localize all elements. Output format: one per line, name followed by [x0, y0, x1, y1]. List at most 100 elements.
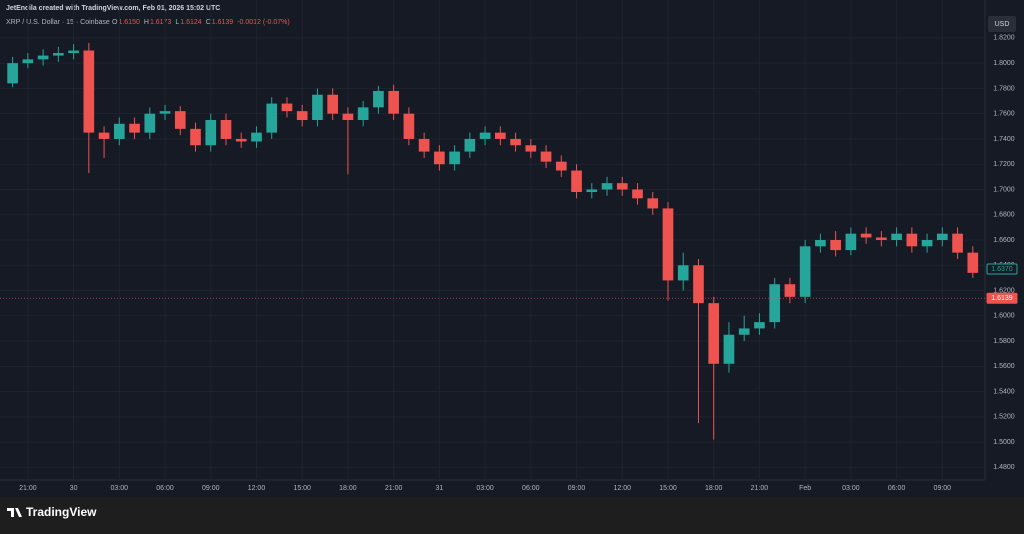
y-tick-label: 1.6200 [993, 287, 1015, 294]
y-tick-label: 1.5600 [993, 363, 1015, 370]
y-tick-label: 1.7000 [993, 186, 1015, 193]
candle-body [373, 90, 384, 108]
candle-body [738, 328, 750, 335]
symbol: XRP / U.S. Dollar · 15 · Coinbase [6, 19, 110, 26]
y-tick-label: 1.4800 [993, 464, 1015, 471]
candle-body [479, 132, 491, 139]
ohlc-key: H [144, 19, 149, 26]
candle-body [647, 198, 659, 209]
candle-body [312, 94, 323, 120]
candle-body [495, 132, 506, 139]
x-tick-label: 18:00 [705, 485, 723, 492]
x-tick-label: 15:00 [659, 485, 677, 492]
candle-body [708, 303, 720, 364]
candle-body [37, 55, 49, 60]
candle-body [586, 189, 598, 192]
x-tick-label: 12:00 [613, 485, 631, 492]
candle-body [876, 237, 887, 240]
candle-body [449, 151, 460, 165]
brand: TradingView [26, 505, 97, 519]
candle-body [799, 246, 811, 297]
candle-body [830, 240, 841, 251]
candle-body [388, 90, 399, 114]
candle-body [906, 233, 918, 247]
candle-body [555, 161, 567, 171]
currency-label[interactable]: USD [995, 21, 1010, 28]
candle-body [281, 103, 293, 112]
candle-body [129, 123, 140, 133]
ohlc-value: 1.6150 [118, 19, 140, 26]
candle-body [266, 103, 278, 133]
candle-body [662, 208, 674, 281]
chart-background [0, 0, 1024, 497]
candle-body [159, 111, 171, 114]
y-tick-label: 1.5000 [993, 439, 1015, 446]
x-tick-label: 15:00 [293, 485, 311, 492]
candle-body [113, 123, 125, 139]
y-tick-label: 1.7800 [993, 85, 1015, 92]
candle-body [784, 284, 796, 297]
y-tick-label: 1.8000 [993, 60, 1015, 67]
candle-body [220, 120, 232, 139]
candle-body [296, 111, 308, 120]
x-tick-label: 09:00 [568, 485, 586, 492]
candle-body [921, 240, 933, 247]
candle-body [83, 50, 95, 133]
candle-body [571, 170, 582, 192]
x-tick-label: 09:00 [202, 485, 220, 492]
x-tick-label: 31 [435, 485, 443, 492]
x-tick-label: 03:00 [111, 485, 129, 492]
ohlc-key: O [112, 19, 118, 26]
currency-button[interactable] [988, 16, 1016, 32]
ohlc-value: 1.6124 [180, 19, 202, 26]
logo-mark [7, 508, 22, 517]
x-tick-label: 03:00 [842, 485, 860, 492]
candle-body [144, 113, 156, 133]
candle-body [403, 113, 415, 139]
candle-body [845, 233, 857, 251]
x-tick-label: 12:00 [248, 485, 266, 492]
y-tick-label: 1.7600 [993, 111, 1015, 118]
price-label: 1.6139 [991, 295, 1013, 302]
candle-body [952, 233, 963, 253]
ohlc-legend: O 1.6150 H 1.6173 L 1.6124 C 1.6139 -0.0012 (-0.… [112, 19, 290, 26]
watermark: JetEncila created with TradingView.com, … [6, 5, 220, 12]
y-tick-label: 1.6800 [993, 212, 1015, 219]
x-tick-label: 03:00 [476, 485, 494, 492]
candle-body [754, 322, 765, 329]
ohlc-value: 1.6173 [150, 19, 172, 26]
candle-body [693, 265, 704, 304]
x-tick-label: 21:00 [385, 485, 403, 492]
candle-body [723, 334, 735, 364]
y-tick-label: 1.8200 [993, 35, 1015, 42]
candle-body [235, 138, 247, 142]
y-tick-label: 1.5800 [993, 338, 1015, 345]
candle-body [464, 138, 476, 152]
candle-body [174, 111, 186, 129]
candle-body [7, 63, 18, 84]
x-tick-label: 09:00 [934, 485, 952, 492]
x-tick-label: 06:00 [522, 485, 540, 492]
x-tick-label: Feb [799, 485, 811, 492]
candle-body [98, 132, 110, 139]
candle-body [815, 240, 826, 247]
candle-body [327, 94, 339, 114]
x-tick-label: 18:00 [339, 485, 357, 492]
y-tick-label: 1.6000 [993, 313, 1015, 320]
candle-body [190, 128, 201, 146]
ohlc-key: C [206, 19, 211, 26]
candle-body [616, 183, 628, 190]
candle-body [936, 233, 948, 240]
x-tick-label: 21:00 [751, 485, 769, 492]
candle-body [418, 138, 430, 152]
candle-body [601, 183, 613, 190]
candle-body [967, 252, 979, 273]
candle-body [891, 233, 902, 240]
candle-body [53, 53, 64, 56]
candle-body [342, 113, 354, 120]
y-tick-label: 1.5200 [993, 414, 1015, 421]
y-tick-label: 1.6600 [993, 237, 1015, 244]
candle-body [769, 284, 781, 323]
candle-body [860, 233, 872, 238]
